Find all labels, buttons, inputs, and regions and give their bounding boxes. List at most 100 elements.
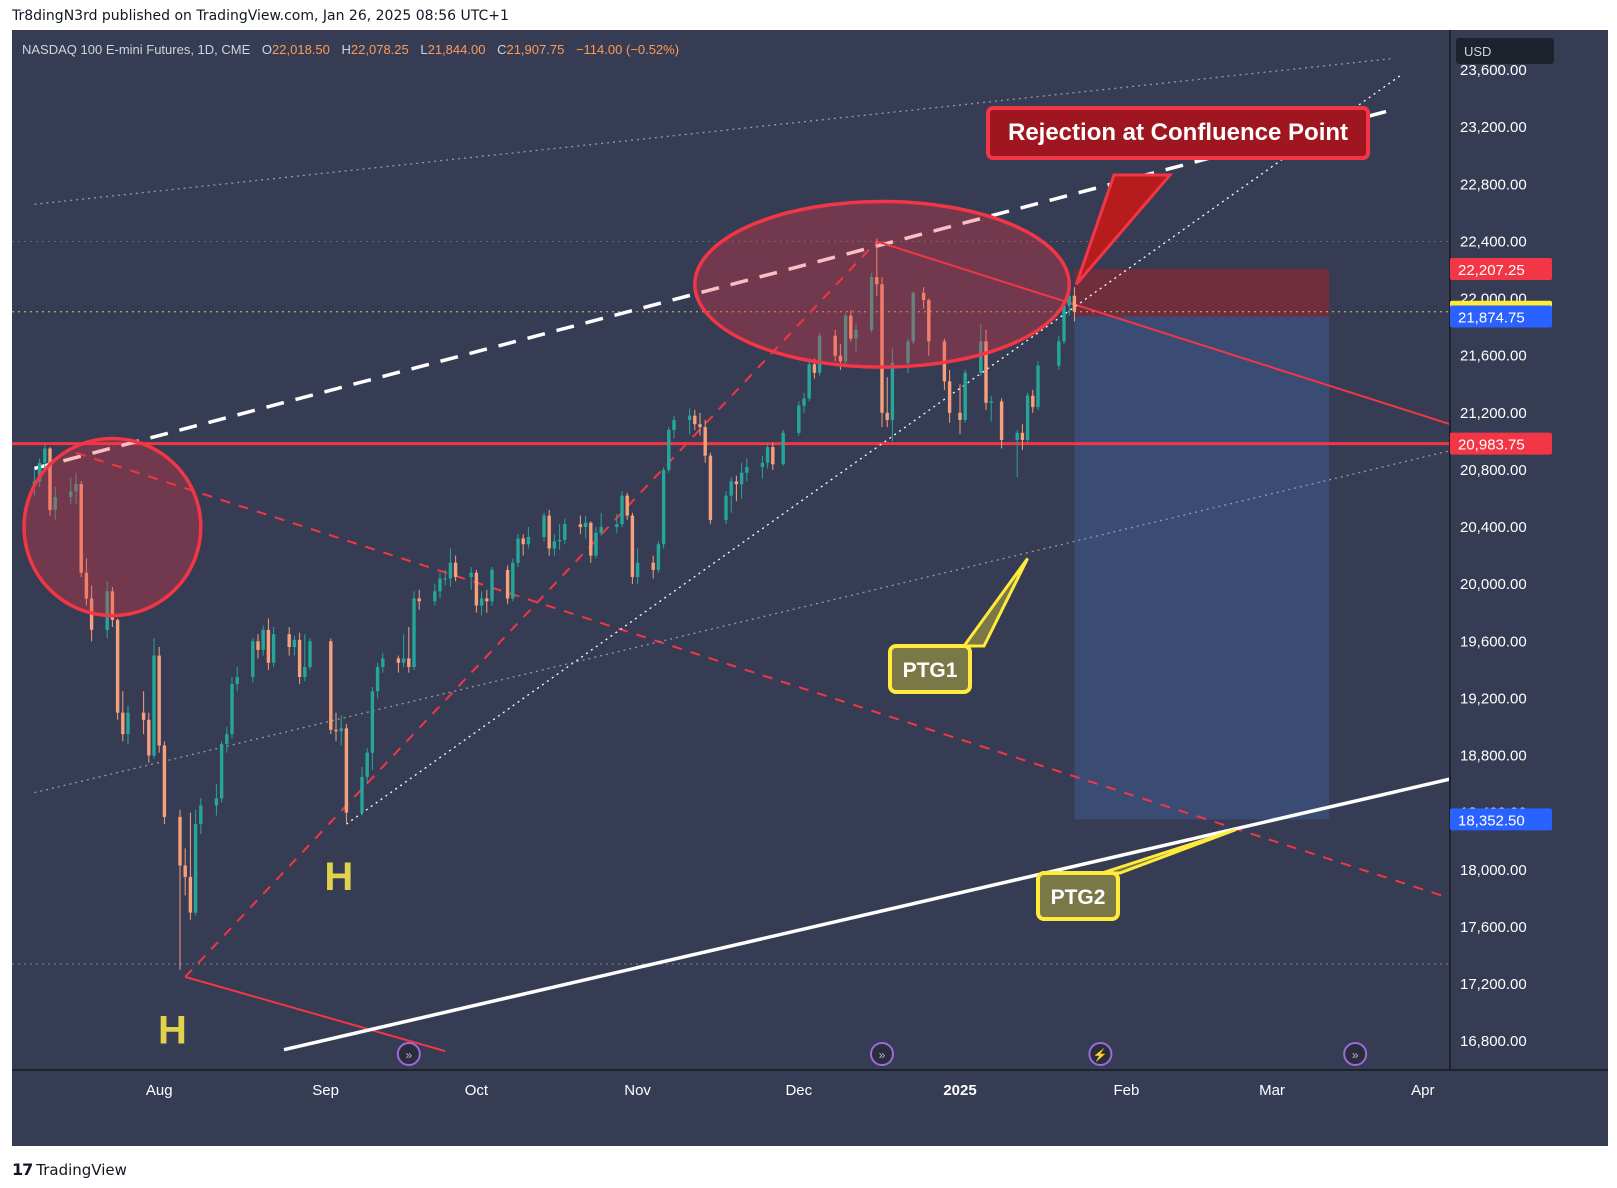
candle-body	[251, 641, 255, 677]
candle-body	[396, 658, 401, 663]
event-markers[interactable]: » » ⚡ »	[396, 1042, 1368, 1066]
candle-body	[542, 515, 546, 538]
c-label: C	[497, 42, 506, 57]
y-tick-label: 19,600.00	[1460, 633, 1527, 650]
currency-badge[interactable]	[1456, 38, 1554, 64]
candle-body	[53, 497, 57, 510]
fed-icon-glyph: »	[1352, 1048, 1359, 1062]
fed-icon	[870, 1042, 894, 1066]
y-tick-label: 19,200.00	[1460, 690, 1527, 707]
publish-header: Tr8dingN3rd published on TradingView.com…	[12, 8, 509, 24]
candle-body	[703, 427, 707, 456]
time-axis[interactable]	[12, 1071, 1608, 1110]
candle-body	[214, 798, 219, 806]
candle-body	[880, 284, 884, 413]
candle-body	[485, 598, 489, 602]
candle-body	[407, 658, 411, 667]
candle-body	[921, 292, 926, 300]
y-tick-label: 18,800.00	[1460, 748, 1527, 765]
candle-body	[126, 712, 130, 735]
candle-body	[1031, 395, 1035, 408]
y-tick-label: 22,800.00	[1460, 176, 1527, 193]
candle-body	[193, 824, 198, 913]
candle-body	[271, 634, 276, 663]
drawing-lines[interactable]	[12, 58, 1459, 1053]
time-axis-labels: Aug Sep Oct Nov Dec 2025 Feb Mar Apr	[146, 1082, 1435, 1099]
candle-body	[521, 538, 525, 545]
price-label-box-4	[1450, 808, 1552, 831]
candle-body	[303, 666, 307, 677]
candle-body	[963, 372, 967, 420]
annotations[interactable]: Rejection at Confluence Point PTG1 PTG2 H H	[158, 106, 1370, 1052]
price-label-box-3	[1450, 432, 1552, 455]
short-position-tool[interactable]	[1074, 268, 1330, 820]
candle-body	[162, 745, 167, 817]
price-label-3: 20,983.75	[1458, 437, 1525, 454]
chart-legend: NASDAQ 100 E-mini Futures, 1D, CME O22,0…	[22, 42, 679, 57]
trendline-1	[184, 240, 878, 978]
candle-body	[287, 634, 291, 647]
y-tick-label: 22,400.00	[1460, 233, 1527, 250]
y-tick-label: 23,200.00	[1460, 119, 1527, 136]
candle-body	[84, 572, 89, 599]
chart-frame[interactable]: NASDAQ 100 E-mini Futures, 1D, CME O22,0…	[12, 30, 1608, 1146]
candle-body	[37, 462, 42, 482]
o-label: O	[262, 42, 272, 57]
tradingview-logo[interactable]: 17 TradingView	[12, 1160, 127, 1179]
candle-body	[552, 541, 557, 549]
candle-body	[869, 277, 874, 330]
candle-body	[438, 578, 442, 592]
ptg-callout-text-1: PTG1	[903, 659, 958, 682]
candle-body	[1057, 341, 1061, 366]
candle-body	[625, 495, 629, 516]
candle-body	[157, 655, 161, 746]
candle-body	[1020, 432, 1025, 440]
candle-body	[48, 448, 52, 510]
candle-body	[365, 752, 369, 777]
y-tick-label: 23,600.00	[1460, 62, 1527, 79]
candle-body	[984, 341, 988, 403]
tradingview-logo-icon: 17	[12, 1160, 33, 1179]
candle-body	[765, 447, 770, 463]
trendline-7	[34, 450, 1450, 794]
candle-body	[375, 666, 380, 692]
candle-body	[667, 429, 671, 470]
candle-body	[729, 481, 733, 496]
change-value: −114.00 (−0.52%)	[576, 42, 679, 57]
x-tick-label: Aug	[146, 1082, 173, 1099]
candle-body	[698, 424, 702, 428]
candle-body	[979, 341, 983, 373]
candle-body	[656, 544, 661, 570]
fed-icon-glyph: »	[405, 1048, 412, 1062]
drawing-shapes[interactable]	[22, 199, 1071, 618]
candle-body	[511, 562, 515, 599]
trendline-3	[876, 240, 1450, 426]
candle-body	[152, 655, 156, 756]
candle-body	[178, 816, 182, 866]
candle-body	[110, 591, 115, 620]
chart-canvas[interactable]: NASDAQ 100 E-mini Futures, 1D, CME O22,0…	[12, 30, 1608, 1146]
currency-label: USD	[1464, 44, 1491, 59]
candle-body	[474, 572, 479, 606]
candle-body	[115, 619, 120, 713]
fed-icon	[1343, 1042, 1368, 1066]
candle-body	[292, 639, 297, 647]
price-labels: 22,207.2521,907.7521,874.7520,983.7518,3…	[1450, 257, 1552, 831]
trendline-4	[184, 975, 446, 1053]
candle-body	[1067, 295, 1071, 306]
candle-body	[781, 432, 785, 465]
y-tick-label: 20,000.00	[1460, 576, 1527, 593]
candle-body	[958, 412, 962, 420]
earnings-icon	[1088, 1042, 1113, 1066]
tradingview-logo-text: TradingView	[36, 1160, 127, 1179]
candle-body	[256, 641, 260, 650]
price-axis[interactable]: 16,800.0017,200.0017,600.0018,000.0018,4…	[1460, 62, 1527, 1050]
candle-body	[687, 415, 692, 420]
candle-body	[615, 524, 619, 528]
candle-body	[817, 335, 822, 373]
candle-body	[417, 598, 421, 602]
head-label-3: H	[158, 1008, 187, 1052]
l-label: L	[420, 42, 427, 57]
candle-body	[760, 462, 765, 468]
candle-body	[724, 495, 728, 520]
